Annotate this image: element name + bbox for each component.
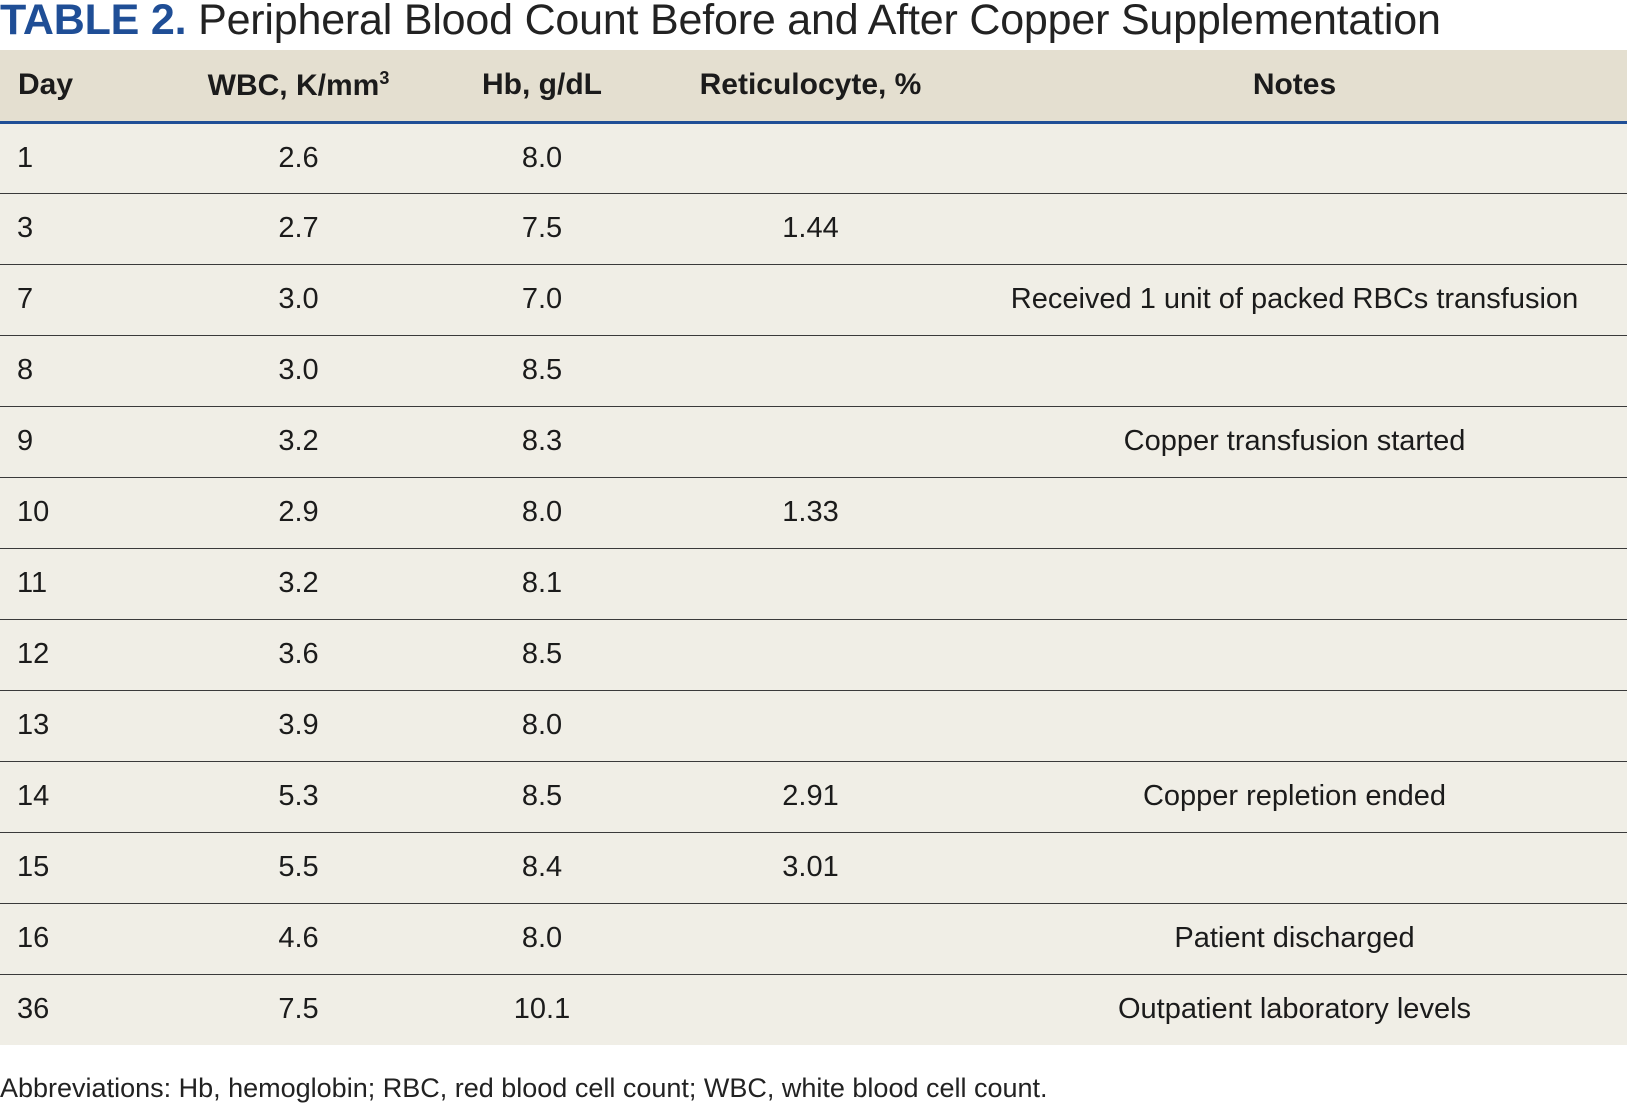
cell-notes: Received 1 unit of packed RBCs transfusi… (962, 263, 1627, 335)
table-row: 15 5.5 8.4 3.01 (0, 831, 1627, 903)
table-header: Day WBC, K/mm3 Hb, g/dL Reticulocyte, % … (0, 50, 1627, 124)
cell-hb: 8.0 (521, 141, 563, 174)
cell-wbc: 3.9 (172, 689, 425, 761)
table-title-label: TABLE 2. (0, 0, 187, 44)
cell-reticulocyte (659, 263, 962, 335)
cell-hb: 10.1 (425, 973, 659, 1045)
cell-day: 15 (0, 831, 172, 903)
cell-wbc: 3.6 (172, 618, 425, 690)
table-row: 9 3.2 8.3 Copper transfusion started (0, 405, 1627, 477)
cell-notes: Copper transfusion started (962, 405, 1627, 477)
table-row: 3 2.7 7.5 1.44 (0, 192, 1627, 264)
cell-day: 16 (0, 902, 172, 974)
cell-wbc: 2.6 (278, 141, 319, 174)
cell-wbc: 3.2 (172, 405, 425, 477)
cell-day: 12 (0, 618, 172, 690)
table-row: 1 2.6 8.0 (0, 122, 1627, 193)
cell-notes (962, 831, 1627, 903)
table-row: 36 7.5 10.1 Outpatient laboratory levels (0, 973, 1627, 1045)
cell-reticulocyte (659, 902, 962, 974)
cell-wbc: 5.3 (172, 760, 425, 832)
blood-count-table: Day WBC, K/mm3 Hb, g/dL Reticulocyte, % … (0, 50, 1627, 1045)
header-row: Day WBC, K/mm3 Hb, g/dL Reticulocyte, % … (0, 50, 1627, 124)
cell-wbc: 3.0 (172, 334, 425, 406)
cell-wbc: 5.5 (172, 831, 425, 903)
cell-hb: 8.0 (425, 476, 659, 548)
cell-hb: 7.5 (425, 192, 659, 264)
table-row: 16 4.6 8.0 Patient discharged (0, 902, 1627, 974)
table-row: 14 5.3 8.5 2.91 Copper repletion ended (0, 760, 1627, 832)
header-wbc: WBC, K/mm3 (172, 50, 425, 124)
cell-notes: Patient discharged (962, 902, 1627, 974)
cell-hb: 8.4 (425, 831, 659, 903)
table-body: 1 2.6 8.0 3 2.7 7.5 1.44 7 3.0 7.0 Received 1 unit… (0, 122, 1627, 1045)
table-title-text: Peripheral Blood Count Before and After … (198, 0, 1441, 44)
cell-notes (962, 122, 1627, 193)
cell-reticulocyte (659, 334, 962, 406)
cell-hb: 8.1 (425, 547, 659, 619)
cell-wbc: 4.6 (172, 902, 425, 974)
table-row: 13 3.9 8.0 (0, 689, 1627, 761)
cell-wbc: 2.7 (172, 192, 425, 264)
table-row: 12 3.6 8.5 (0, 618, 1627, 690)
table-row: 11 3.2 8.1 (0, 547, 1627, 619)
cell-day: 7 (0, 263, 172, 335)
cell-notes (962, 334, 1627, 406)
cell-notes: Copper repletion ended (962, 760, 1627, 832)
table-row: 7 3.0 7.0 Received 1 unit of packed RBCs tr… (0, 263, 1627, 335)
header-day: Day (0, 50, 172, 124)
cell-day: 13 (0, 689, 172, 761)
cell-reticulocyte (659, 689, 962, 761)
cell-hb: 8.5 (425, 334, 659, 406)
cell-reticulocyte (659, 618, 962, 690)
cell-reticulocyte: 2.91 (659, 760, 962, 832)
cell-day: 8 (0, 334, 172, 406)
cell-day: 1 (17, 141, 34, 174)
table-row: 10 2.9 8.0 1.33 (0, 476, 1627, 548)
cell-hb: 8.0 (425, 902, 659, 974)
footnote: Abbreviations: Hb, hemoglobin; RBC, red … (0, 1073, 1048, 1103)
cell-day: 9 (0, 405, 172, 477)
cell-notes: Outpatient laboratory levels (962, 973, 1627, 1045)
cell-wbc: 3.0 (172, 263, 425, 335)
cell-day: 14 (0, 760, 172, 832)
cell-hb: 8.5 (425, 618, 659, 690)
cell-wbc: 3.2 (172, 547, 425, 619)
cell-notes (962, 618, 1627, 690)
cell-notes (962, 192, 1627, 264)
cell-wbc: 7.5 (172, 973, 425, 1045)
table-title: TABLE 2. Peripheral Blood Count Before a… (0, 0, 1441, 48)
table-row: 8 3.0 8.5 (0, 334, 1627, 406)
cell-reticulocyte: 3.01 (659, 831, 962, 903)
cell-reticulocyte: 1.33 (659, 476, 962, 548)
header-wbc-label: WBC, K/mm (207, 68, 380, 102)
cell-hb: 8.0 (425, 689, 659, 761)
cell-notes (962, 547, 1627, 619)
cell-day: 10 (0, 476, 172, 548)
cell-hb: 8.5 (425, 760, 659, 832)
header-wbc-superscript: 3 (379, 67, 390, 88)
header-reticulocyte: Reticulocyte, % (659, 50, 962, 124)
cell-wbc: 2.9 (172, 476, 425, 548)
cell-notes (962, 689, 1627, 761)
cell-reticulocyte: 1.44 (659, 192, 962, 264)
cell-hb: 7.0 (425, 263, 659, 335)
cell-reticulocyte (659, 973, 962, 1045)
header-notes: Notes (962, 50, 1627, 124)
cell-day: 11 (0, 547, 172, 619)
cell-reticulocyte (659, 405, 962, 477)
cell-day: 3 (0, 192, 172, 264)
cell-reticulocyte (659, 122, 962, 193)
header-hb: Hb, g/dL (425, 50, 659, 124)
cell-day: 36 (0, 973, 172, 1045)
cell-reticulocyte (659, 547, 962, 619)
cell-hb: 8.3 (425, 405, 659, 477)
cell-notes (962, 476, 1627, 548)
